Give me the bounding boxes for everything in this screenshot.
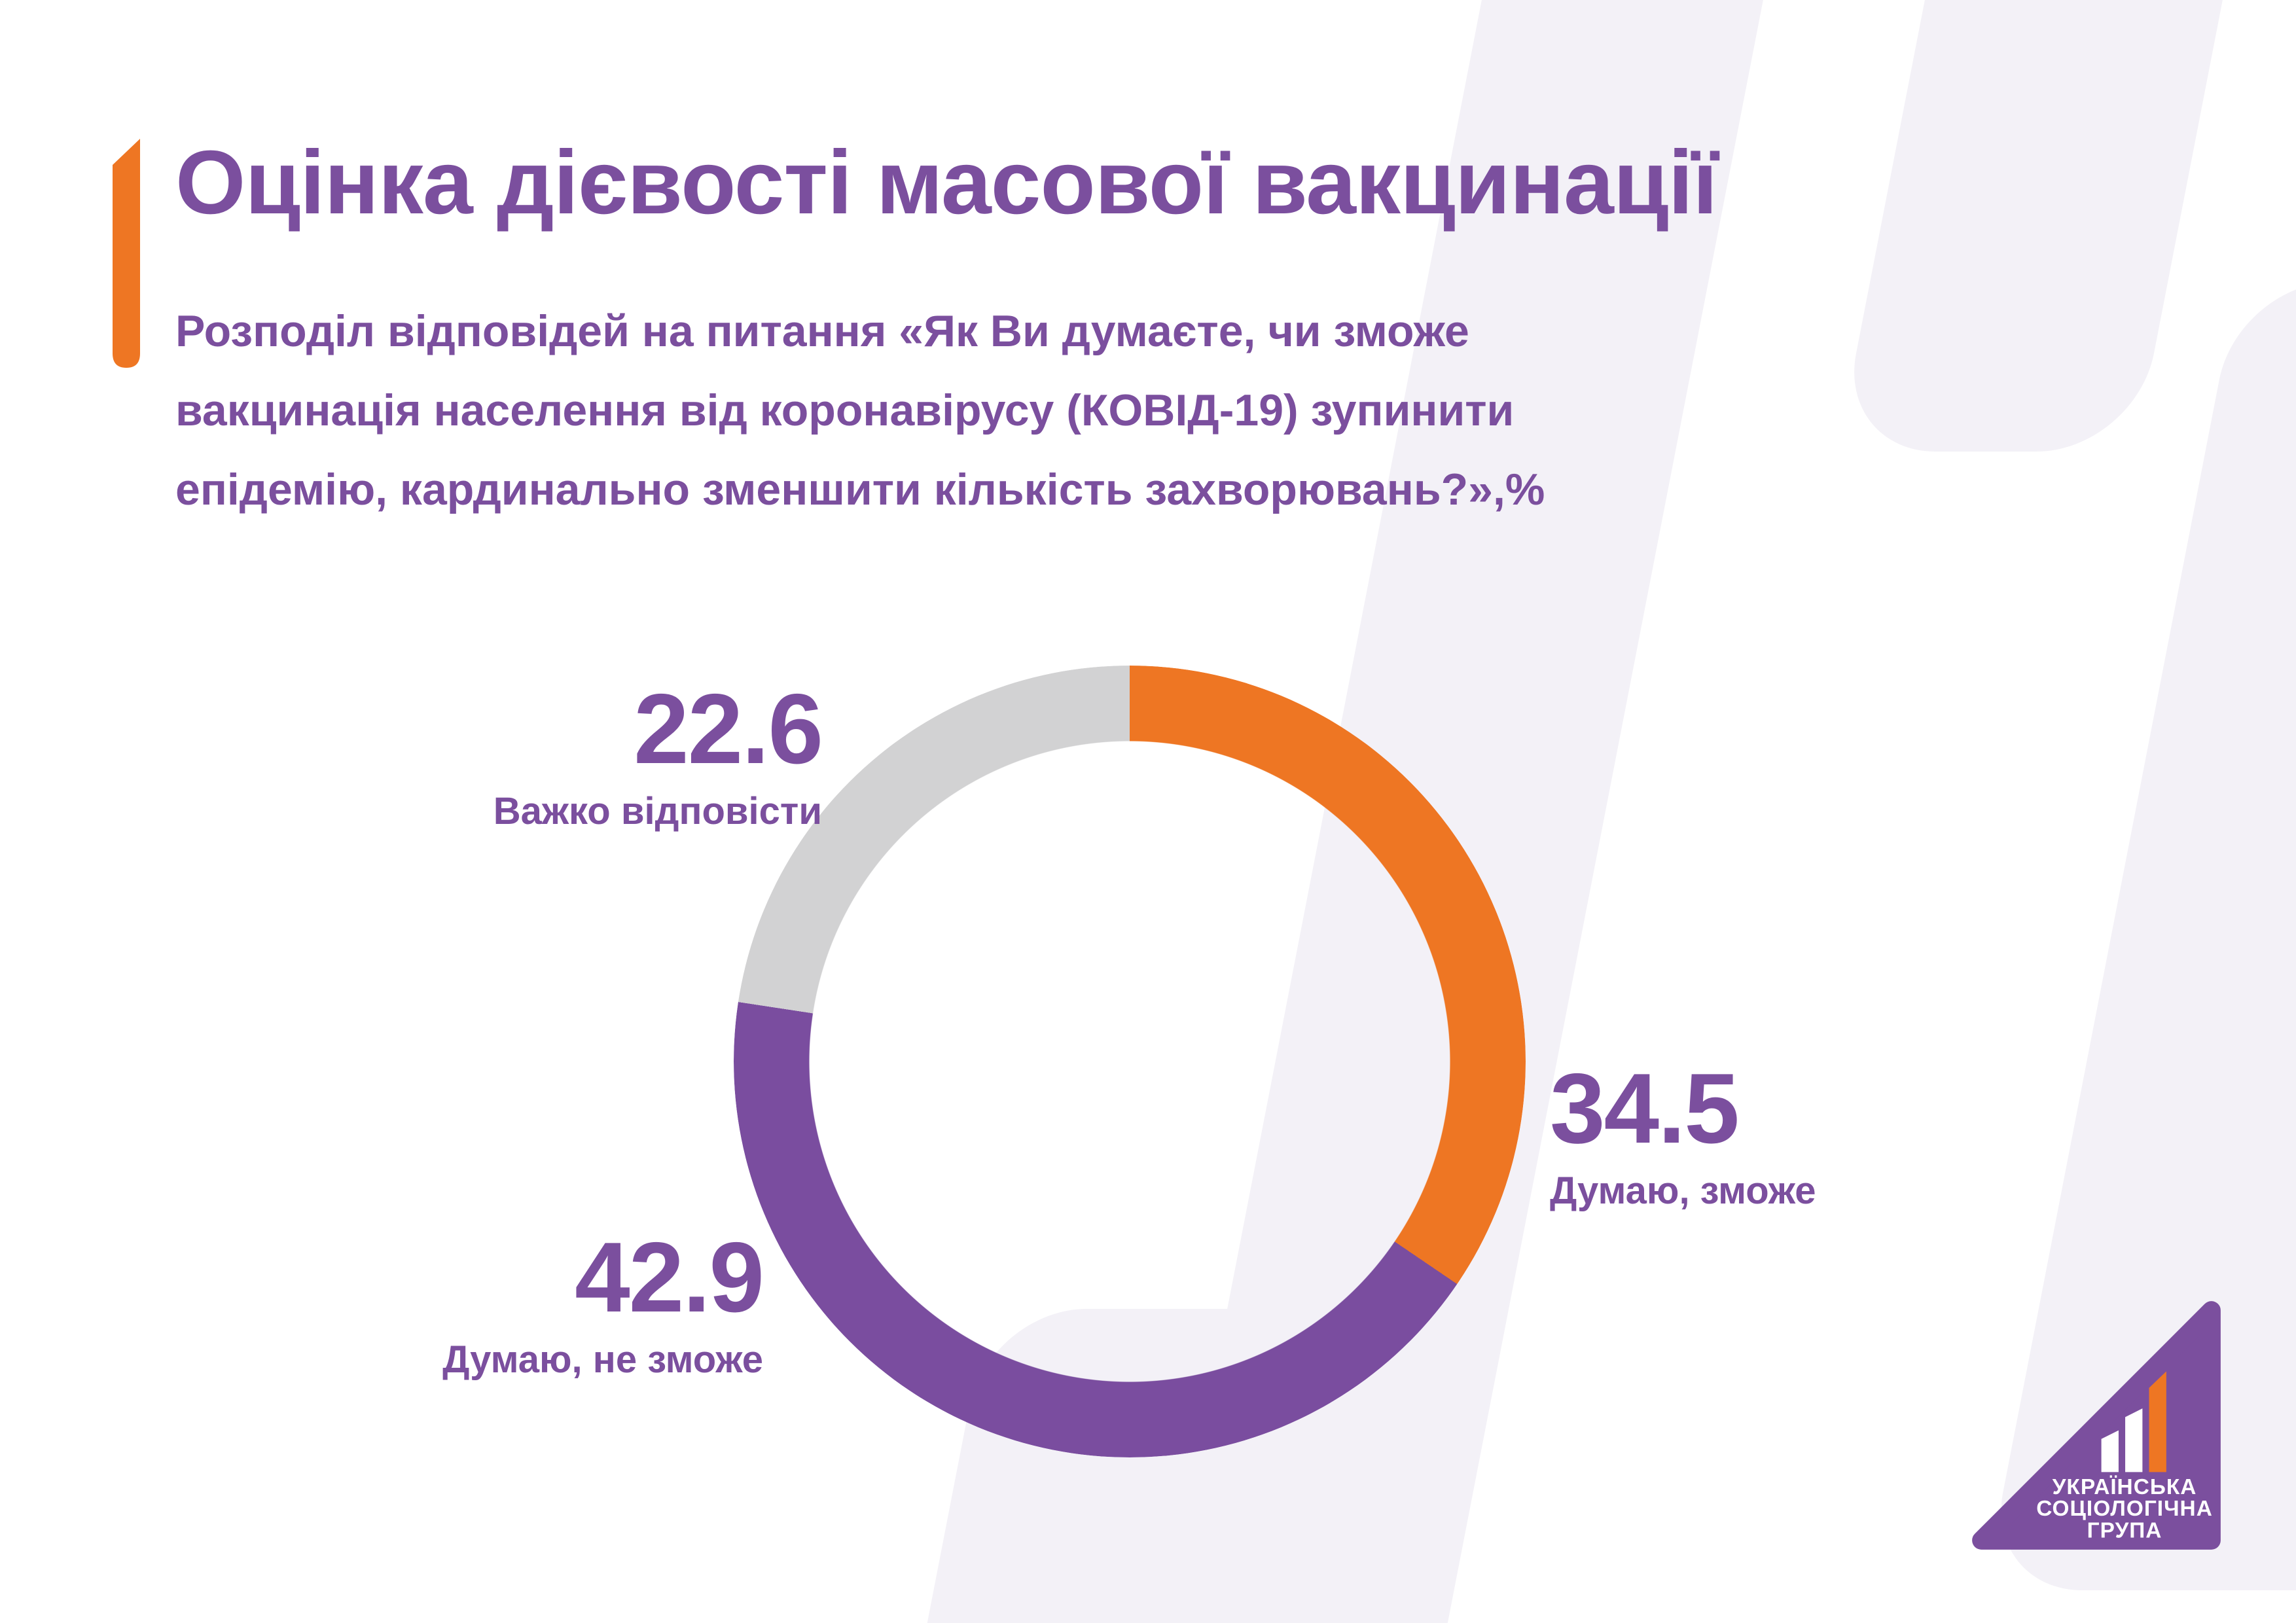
logo-triangle	[1972, 1301, 2221, 1550]
ukrainian-sociological-group-logo: УКРАЇНСЬКА СОЦІОЛОГІЧНА ГРУПА	[1965, 1294, 2227, 1560]
subtitle-line: вакцинація населення від коронавірусу (К…	[175, 385, 1515, 435]
logo-text-line: ГРУПА	[2087, 1519, 2162, 1543]
segment-value: 34.5	[1550, 1053, 1740, 1164]
watermark-band	[1837, 0, 2243, 452]
logo-text-line: СОЦІОЛОГІЧНА	[2036, 1497, 2213, 1521]
segment-label: Важко відповісти	[493, 790, 822, 832]
logo-text-line: УКРАЇНСЬКА	[2053, 1475, 2197, 1499]
subtitle-line: епідемію, кардинально зменшити кількість…	[175, 465, 1545, 514]
callout-hard-to-answer: 22.6 Важко відповісти	[340, 673, 823, 833]
page-title: Оцінка дієвості масової вакцинації	[175, 132, 1718, 233]
logo-bar-small	[2101, 1430, 2119, 1472]
segment-label: Думаю, не зможе	[442, 1338, 763, 1381]
title-accent-bar-icon	[113, 139, 140, 371]
donut-ring	[734, 666, 1526, 1457]
segment-label: Думаю, зможе	[1550, 1169, 1816, 1212]
chart-question-subtitle: Розподіл відповідей на питання «Як Ви ду…	[175, 292, 1545, 529]
callout-think-it-cannot: 42.9 Думаю, не зможе	[281, 1222, 764, 1382]
callout-think-it-can: 34.5 Думаю, зможе	[1550, 1059, 2139, 1213]
segment-value: 22.6	[634, 673, 823, 785]
logo-bar-large	[2149, 1371, 2166, 1472]
logo-bar-medium	[2125, 1408, 2143, 1472]
segment-value: 42.9	[575, 1222, 764, 1333]
subtitle-line: Розподіл відповідей на питання «Як Ви ду…	[175, 306, 1469, 356]
